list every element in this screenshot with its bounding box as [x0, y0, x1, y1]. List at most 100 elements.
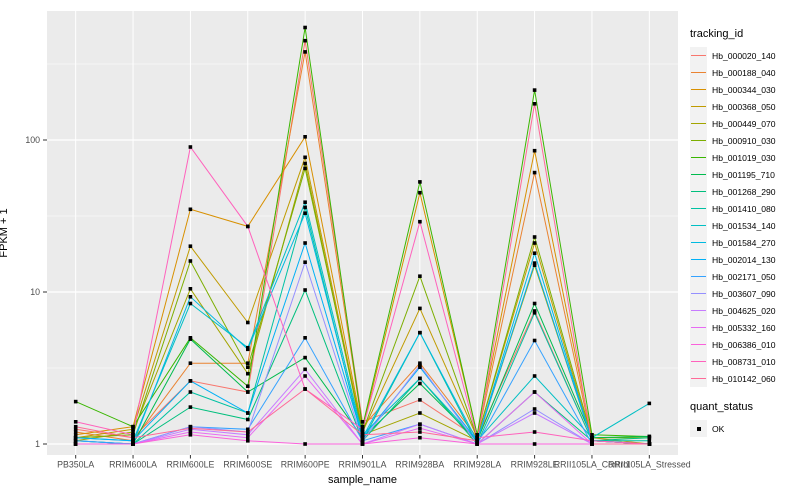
legend-line-swatch-icon — [691, 72, 706, 73]
data-point — [73, 420, 78, 424]
data-point — [73, 433, 78, 437]
data-point — [303, 161, 307, 166]
x-tick-label: PB350LA — [57, 460, 94, 470]
legend-key-box — [690, 217, 707, 234]
data-point — [418, 365, 422, 369]
legend-key-box — [690, 251, 707, 268]
data-point — [303, 336, 307, 340]
legend-item-Hb_001534_140: Hb_001534_140 — [690, 217, 798, 234]
legend-quant-status: quant_status OK — [690, 401, 798, 437]
data-point — [303, 155, 307, 160]
legend-key-box — [690, 183, 707, 200]
data-point — [131, 442, 135, 446]
legend-key-box — [690, 200, 707, 217]
data-point — [418, 274, 422, 278]
data-point — [188, 295, 193, 299]
data-point — [188, 361, 193, 365]
data-point — [131, 435, 135, 440]
data-point — [360, 439, 365, 443]
legend-item-Hb_000368_050: Hb_000368_050 — [690, 98, 798, 115]
x-tick-label: RRIM901LA — [339, 460, 387, 470]
legend-item-Hb_006386_010: Hb_006386_010 — [690, 336, 798, 353]
data-point — [647, 442, 652, 446]
data-point — [246, 365, 250, 369]
legend-line-swatch-icon — [691, 259, 706, 260]
legend-item-Hb_001019_030: Hb_001019_030 — [690, 149, 798, 166]
legend-key-box — [690, 234, 707, 251]
legend: tracking_id Hb_000020_140 Hb_000188_040 Hb… — [690, 28, 798, 437]
legend-line-swatch-icon — [691, 293, 706, 294]
legend-key-box — [690, 81, 707, 98]
data-point — [590, 435, 594, 440]
legend-item-label: Hb_005332_160 — [712, 322, 776, 333]
data-point — [303, 260, 307, 264]
data-point — [73, 399, 78, 404]
legend-line-swatch-icon — [691, 140, 706, 141]
data-point — [303, 25, 307, 30]
legend-key-box — [690, 420, 707, 437]
legend-key-box — [690, 115, 707, 132]
data-point — [188, 145, 193, 149]
data-point — [73, 435, 78, 440]
legend-item-Hb_000344_030: Hb_000344_030 — [690, 81, 798, 98]
data-point — [188, 390, 193, 394]
data-point — [532, 390, 537, 394]
data-point — [246, 361, 250, 365]
legend-color-items: Hb_000020_140 Hb_000188_040 Hb_000344_030 H… — [690, 47, 798, 387]
data-point — [303, 50, 307, 54]
legend-item-Hb_000188_040: Hb_000188_040 — [690, 64, 798, 81]
x-tick-label: RRIM600SE — [223, 460, 272, 470]
y-tick-label: 1 — [35, 439, 40, 449]
data-point — [475, 442, 479, 446]
legend-item-label: Hb_000368_050 — [712, 101, 776, 112]
data-point — [188, 287, 193, 291]
data-point — [188, 337, 193, 341]
legend-key-box — [690, 47, 707, 64]
legend-key-box — [690, 268, 707, 285]
legend-line-swatch-icon — [691, 327, 706, 328]
legend-key-box — [690, 166, 707, 183]
data-point — [532, 311, 537, 315]
legend-line-swatch-icon — [691, 174, 706, 175]
legend-item-label: Hb_001019_030 — [712, 152, 776, 163]
legend-item-ok: OK — [690, 420, 798, 437]
data-point — [418, 190, 422, 195]
legend-item-label: Hb_010142_060 — [712, 373, 776, 384]
data-point — [418, 398, 422, 402]
data-point — [303, 205, 307, 210]
data-point — [532, 102, 537, 106]
data-point — [73, 424, 78, 429]
legend-key-box — [690, 64, 707, 81]
data-point — [131, 430, 135, 434]
x-tick-label: RRIM600LA — [109, 460, 157, 470]
data-point — [532, 148, 537, 153]
data-point — [188, 426, 193, 430]
data-point — [246, 433, 250, 437]
legend-item-Hb_001584_270: Hb_001584_270 — [690, 234, 798, 251]
data-point — [532, 241, 537, 245]
legend-item-Hb_010142_060: Hb_010142_060 — [690, 370, 798, 387]
x-tick-label: RRIM928LA — [453, 460, 501, 470]
data-point — [246, 430, 250, 434]
data-point — [246, 427, 250, 432]
legend-key-box — [690, 132, 707, 149]
data-point — [418, 363, 422, 367]
y-axis-title: FPKM + 1 — [0, 208, 10, 258]
legend-item-label: Hb_000449_070 — [712, 118, 776, 129]
legend-line-swatch-icon — [691, 276, 706, 277]
data-point — [418, 381, 422, 386]
data-point — [418, 361, 422, 365]
legend-line-swatch-icon — [691, 89, 706, 90]
data-point — [532, 374, 537, 378]
data-point — [532, 442, 537, 446]
data-point — [303, 288, 307, 292]
data-point — [418, 306, 422, 311]
legend-item-label: Hb_008731_010 — [712, 356, 776, 367]
data-point — [532, 430, 537, 434]
legend-line-swatch-icon — [691, 310, 706, 311]
legend-item-Hb_000020_140: Hb_000020_140 — [690, 47, 798, 64]
data-point — [532, 235, 537, 239]
data-point — [590, 439, 594, 443]
data-point — [532, 263, 537, 267]
